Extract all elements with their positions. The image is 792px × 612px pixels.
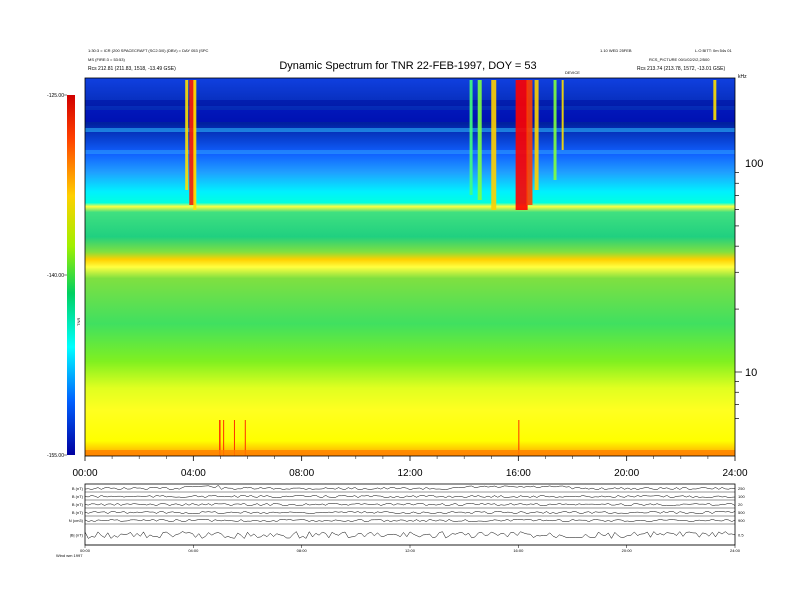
time-tick-label: 04:00 — [181, 468, 206, 479]
strip-trace — [84, 484, 736, 490]
meta-right-line-4: Rcs 213.74 (213.78, 1572, -13.01 GSE) — [637, 66, 725, 72]
time-tick-label: 12:00 — [397, 468, 422, 479]
meta-center: DEVICE — [565, 70, 580, 75]
time-tick-label: 00:00 — [72, 468, 97, 479]
strip-left-label: B (nT) — [72, 494, 84, 499]
strip-trace — [84, 519, 736, 522]
meta-left-line-3: Rcs 212.81 (211.83, 1518, -13.49 GSE) — [88, 66, 176, 72]
time-tick-label: 20:00 — [614, 468, 639, 479]
colorbar-tick-label: -155.00 — [47, 453, 64, 459]
strip-time-tick-label: 12:00 — [405, 548, 416, 553]
strip-left-label: |B| (nT) — [70, 533, 84, 538]
strip-time-axis: 00:00 04:00 08:00 12:00 16:00 20:00 24:00 — [80, 545, 741, 553]
strip-footer: Wind wm 1997 — [56, 553, 83, 558]
strip-time-tick-label: 04:00 — [188, 548, 199, 553]
chart-title: Dynamic Spectrum for TNR 22-FEB-1997, DO… — [279, 60, 536, 72]
strip-time-tick-label: 08:00 — [297, 548, 308, 553]
strip-frame — [84, 483, 736, 546]
meta-right-line-1: 1.10 WED 25FEB — [600, 48, 632, 53]
strip-right-label: 0.5 — [738, 533, 744, 538]
colorbar-label: TNR — [76, 318, 81, 326]
strip-time-tick-label: 24:00 — [730, 548, 741, 553]
frequency-tick-label: 10 — [745, 367, 757, 379]
spectrogram — [85, 78, 735, 456]
strip-time-tick-label: 16:00 — [513, 548, 524, 553]
meta-right-line-3: RCS_PICTURE 00/1/02/2/2,2/500 — [649, 57, 710, 62]
colorbar-tick-label: -125.00 — [47, 93, 64, 99]
strip-trace — [84, 495, 736, 498]
colorbar — [67, 95, 75, 455]
strip-right-label: 250 — [738, 486, 745, 491]
time-tick-label: 08:00 — [289, 468, 314, 479]
frequency-tick-label: 100 — [745, 158, 763, 170]
strip-trace — [84, 503, 736, 507]
meta-left-line-2: MS (FIRE:3 = 53:53) — [88, 57, 125, 62]
strip-left-label: B (nT) — [72, 502, 84, 507]
strip-right-label: 20 — [738, 502, 743, 507]
unit-label: kHz — [738, 74, 747, 80]
strip-panels: B (nT) 250 B (nT) 100 B (nT) 20 B (nT) 500 N (cm… — [69, 483, 745, 546]
strip-right-label: 900 — [738, 518, 745, 523]
strip-time-tick-label: 20:00 — [622, 548, 633, 553]
strip-left-label: B (nT) — [72, 486, 84, 491]
time-tick-label: 16:00 — [506, 468, 531, 479]
meta-left-line-1: 1:30:3 = ICR (200 SPACECRAFT (SC2:3/0) (… — [88, 48, 209, 53]
colorbar-ticks: -125.00 -140.00 -155.00 — [47, 93, 67, 459]
strip-left-label: B (nT) — [72, 510, 84, 515]
strip-right-label: 500 — [738, 510, 745, 515]
meta-right-line-2: L.O BITT: 0m 54s 01 — [695, 48, 732, 53]
time-axis: 00:00 04:00 08:00 12:00 16:00 20:00 24:00 — [72, 456, 748, 479]
frequency-axis: 10 100 — [735, 158, 763, 419]
strip-right-label: 100 — [738, 494, 745, 499]
colorbar-tick-label: -140.00 — [47, 273, 64, 279]
strip-trace — [84, 531, 736, 539]
time-tick-label: 24:00 — [722, 468, 747, 479]
strip-trace — [84, 511, 736, 514]
strip-time-tick-label: 00:00 — [80, 548, 91, 553]
strip-left-label: N (cm3) — [69, 518, 84, 523]
